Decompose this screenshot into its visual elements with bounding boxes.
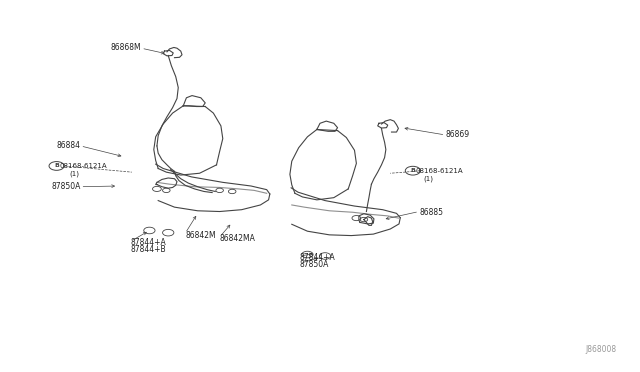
- Text: (1): (1): [424, 176, 433, 182]
- Text: 08168-6121A: 08168-6121A: [60, 163, 108, 169]
- Text: 86884: 86884: [56, 141, 81, 150]
- Text: 87850A: 87850A: [300, 260, 330, 269]
- Text: 86842MA: 86842MA: [220, 234, 255, 243]
- Text: B: B: [410, 168, 415, 173]
- Text: 08168-6121A: 08168-6121A: [415, 168, 463, 174]
- Text: 86869: 86869: [445, 131, 470, 140]
- Text: 87844+B: 87844+B: [131, 245, 166, 254]
- Text: (1): (1): [69, 171, 79, 177]
- Text: 87850A: 87850A: [51, 182, 81, 191]
- Text: 87844+A: 87844+A: [300, 253, 335, 262]
- Text: 86868M: 86868M: [111, 43, 141, 52]
- Text: J868008: J868008: [585, 345, 616, 354]
- Text: 86885: 86885: [419, 208, 443, 217]
- Text: 86842M: 86842M: [185, 231, 216, 240]
- Text: 87844+A: 87844+A: [131, 238, 166, 247]
- Text: B: B: [54, 163, 59, 169]
